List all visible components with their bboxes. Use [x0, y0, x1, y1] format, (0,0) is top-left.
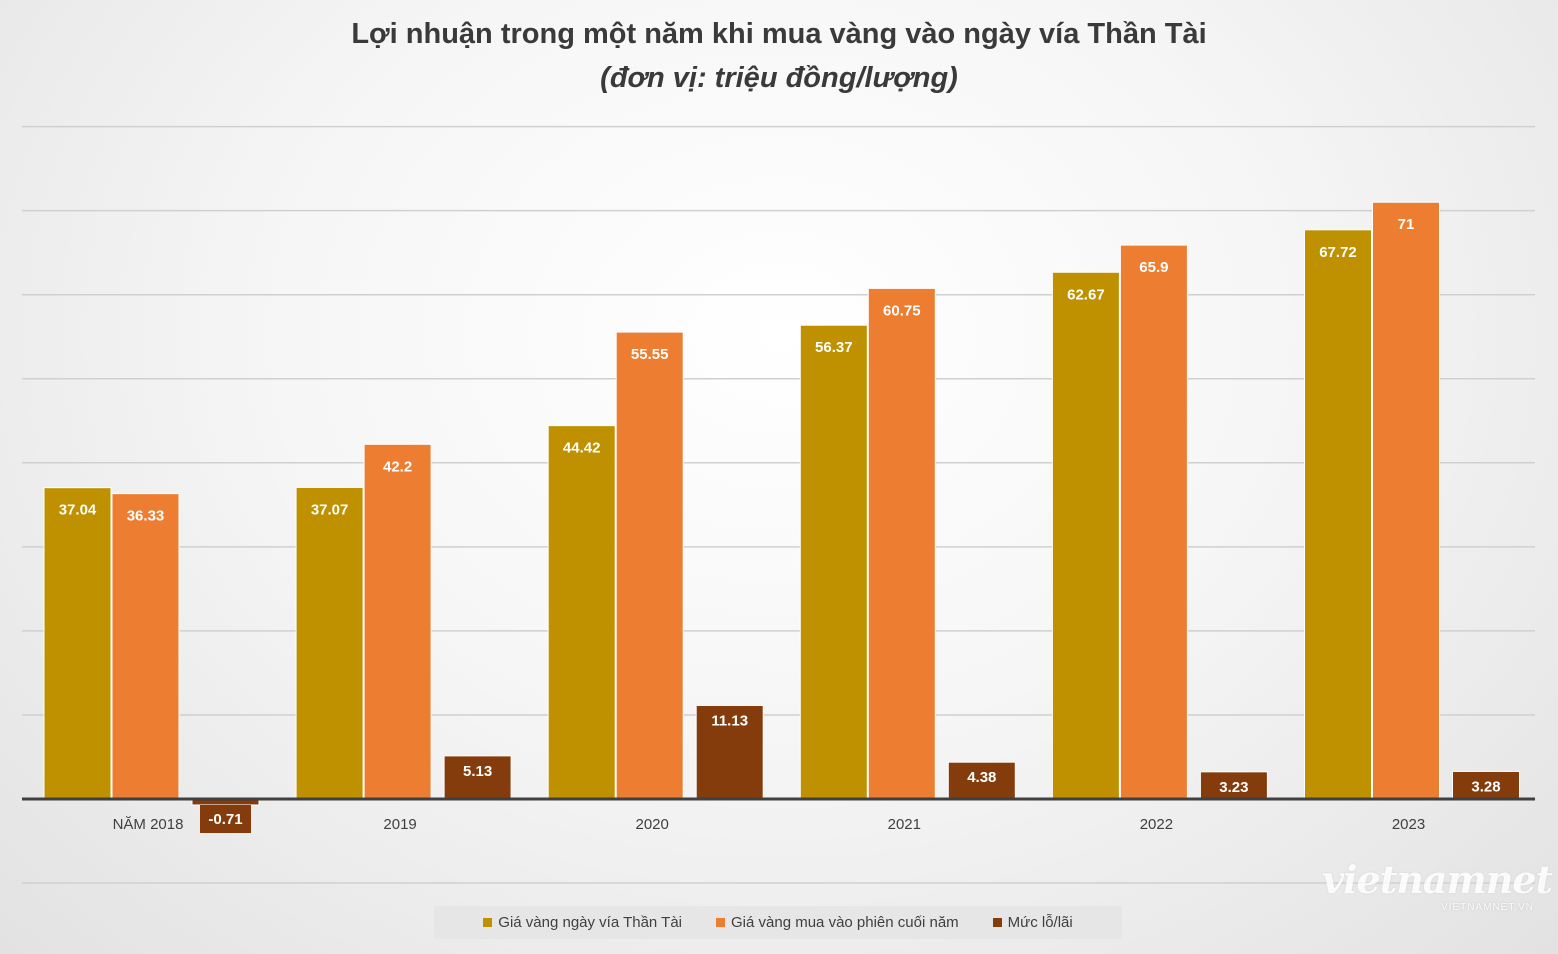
legend-item-brown: Mức lỗ/lãi	[992, 914, 1073, 931]
bar	[444, 755, 512, 799]
data-label: 37.07	[311, 501, 349, 518]
data-label: 62.67	[1067, 286, 1105, 303]
data-label: 3.23	[1219, 779, 1248, 796]
data-label: 4.38	[967, 769, 996, 786]
legend-label-brown: Mức lỗ/lãi	[1007, 914, 1073, 931]
x-tick-label: 2020	[636, 816, 669, 833]
chart-subtitle: (đơn vị: triệu đồng/lượng)	[600, 62, 958, 94]
data-label: 42.2	[383, 458, 412, 475]
legend-item-orange: Giá vàng mua vào phiên cuối năm	[716, 914, 959, 931]
legend: Giá vàng ngày vía Thần Tài Giá vàng mua …	[434, 906, 1122, 939]
bar	[296, 487, 364, 799]
data-label: 44.42	[563, 440, 601, 457]
bar	[868, 288, 936, 799]
legend-label-gold: Giá vàng ngày vía Thần Tài	[498, 914, 683, 931]
legend-swatch-gold	[483, 918, 493, 927]
legend-label-orange: Giá vàng mua vào phiên cuối năm	[731, 914, 959, 931]
bar	[364, 444, 432, 799]
bar	[616, 332, 684, 799]
data-label: -0.71	[208, 811, 242, 828]
data-label: 5.13	[463, 763, 492, 780]
x-tick-label: NĂM 2018	[113, 816, 184, 833]
data-label-background	[200, 805, 251, 833]
data-label: 37.04	[59, 502, 97, 519]
data-label: 36.33	[127, 508, 165, 525]
bar	[112, 493, 179, 799]
legend-item-gold: Giá vàng ngày vía Thần Tài	[483, 914, 682, 931]
bar	[192, 799, 259, 805]
bar	[1120, 245, 1188, 800]
x-tick-label: 2023	[1392, 816, 1425, 833]
legend-swatch-brown	[992, 918, 1002, 927]
data-label: 56.37	[815, 339, 853, 356]
chart-title: Lợi nhuận trong một năm khi mua vàng vào…	[351, 18, 1207, 50]
data-label: 3.28	[1471, 778, 1500, 795]
bar	[44, 487, 111, 799]
data-label: 71	[1398, 216, 1415, 233]
bar	[800, 325, 868, 799]
bar	[1052, 272, 1120, 799]
bar	[948, 762, 1016, 799]
bar	[548, 425, 616, 799]
x-tick-label: 2022	[1140, 816, 1173, 833]
data-label: 55.55	[631, 346, 669, 363]
data-label: 65.9	[1139, 259, 1168, 276]
bar	[1304, 229, 1372, 799]
data-label: 67.72	[1319, 244, 1357, 261]
x-tick-label: 2019	[383, 816, 416, 833]
bar	[696, 705, 764, 799]
bar	[1452, 771, 1520, 799]
bar	[1372, 202, 1440, 799]
legend-swatch-orange	[716, 918, 726, 927]
bar	[1200, 771, 1268, 799]
x-tick-label: 2021	[888, 816, 921, 833]
data-label: 60.75	[883, 302, 921, 319]
data-label: 11.13	[711, 712, 748, 729]
